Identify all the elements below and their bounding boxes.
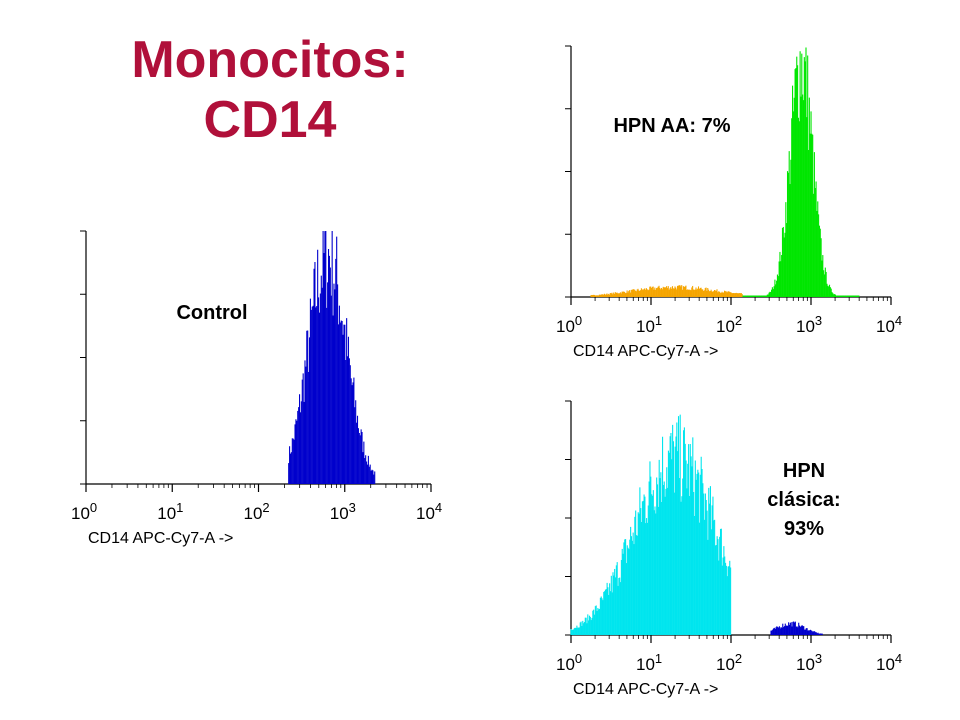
x-tick-label: 104 [876, 651, 902, 674]
histogram-hpn-clasica: 100 101 102 103 104 CD14 APC-Cy7-A -> HPN clási… [556, 400, 902, 698]
x-tick-label: 102 [244, 500, 270, 523]
annotation: HPN clásica: 93% [767, 460, 840, 540]
x-tick-label: 104 [876, 313, 902, 336]
x-tick-label: 103 [330, 500, 356, 523]
x-tick-label: 101 [636, 651, 662, 674]
x-axis-label: CD14 APC-Cy7-A -> [573, 343, 718, 360]
x-axis-label: CD14 APC-Cy7-A -> [88, 530, 233, 547]
x-axis-label: CD14 APC-Cy7-A -> [573, 681, 718, 698]
histogram-series [742, 47, 860, 297]
histogram-control: 100 101 102 103 104 CD14 APC-Cy7-A -> Control [71, 230, 442, 547]
histogram-series [770, 621, 823, 635]
x-tick-label: 100 [556, 651, 582, 674]
slide-title: Monocitos: CD14 [80, 30, 460, 150]
histogram-series [590, 285, 743, 297]
x-tick-label: 101 [157, 500, 183, 523]
x-tick-label: 103 [796, 313, 822, 336]
annotation: HPN AA: 7% [613, 115, 730, 137]
x-tick-label: 102 [716, 651, 742, 674]
slide-title-line-2: CD14 [203, 91, 337, 149]
histogram-series [288, 231, 376, 484]
annotation: Control [176, 302, 247, 324]
slide-title-line-1: Monocitos: [131, 31, 409, 89]
x-tick-label: 100 [556, 313, 582, 336]
histogram-series [570, 414, 732, 635]
x-tick-label: 104 [416, 500, 442, 523]
x-tick-label: 100 [71, 500, 97, 523]
x-tick-label: 101 [636, 313, 662, 336]
x-tick-label: 102 [716, 313, 742, 336]
x-tick-label: 103 [796, 651, 822, 674]
histogram-hpn-aa: 100 101 102 103 104 CD14 APC-Cy7-A -> HPN AA: … [556, 45, 902, 360]
